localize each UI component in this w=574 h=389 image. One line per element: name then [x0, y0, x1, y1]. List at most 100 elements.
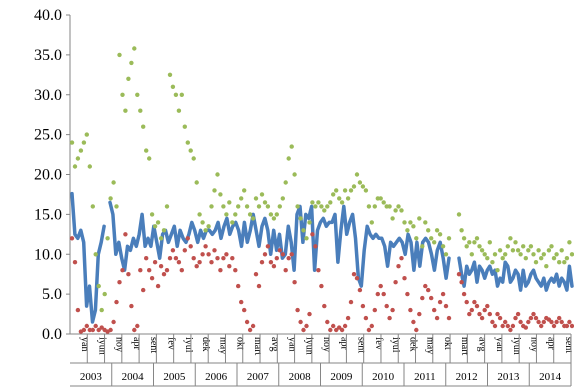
data-point	[72, 260, 78, 265]
data-point	[521, 244, 526, 249]
data-point	[265, 244, 271, 249]
data-point	[138, 268, 143, 273]
data-point	[185, 236, 190, 241]
data-point	[360, 303, 366, 309]
data-point	[256, 283, 262, 289]
data-point	[500, 256, 505, 261]
data-point	[420, 295, 425, 301]
data-point	[250, 323, 256, 329]
data-point	[467, 311, 472, 317]
data-point	[393, 280, 398, 285]
data-point	[342, 188, 348, 193]
data-point	[111, 319, 116, 325]
data-point	[549, 319, 554, 325]
x-tick-label: okt	[442, 337, 453, 350]
data-point	[274, 212, 279, 217]
data-point	[322, 303, 327, 309]
data-point	[417, 311, 422, 317]
data-point	[536, 319, 541, 325]
data-point	[206, 224, 211, 229]
data-point	[161, 272, 167, 277]
data-point	[562, 260, 567, 265]
x-tick-label: apr	[546, 337, 557, 350]
data-point	[482, 307, 487, 313]
data-point	[239, 299, 244, 305]
x-tick-label: yan	[286, 337, 297, 351]
x-tick-label: iyun	[511, 337, 522, 355]
data-point	[434, 315, 440, 321]
data-point	[126, 76, 131, 82]
data-point	[334, 188, 339, 193]
data-point	[212, 188, 217, 193]
data-point	[508, 236, 513, 241]
data-point	[443, 303, 449, 309]
data-point	[310, 232, 315, 237]
x-tick-label: dek	[407, 337, 418, 351]
data-point	[117, 52, 122, 58]
data-point	[482, 252, 487, 257]
data-point	[487, 311, 492, 317]
y-tick-label: 10.0	[34, 246, 62, 263]
data-point	[259, 192, 265, 197]
data-point	[490, 260, 495, 265]
data-point	[432, 307, 437, 313]
year-label: 2005	[163, 371, 186, 383]
data-point	[271, 264, 277, 269]
data-point	[307, 220, 312, 225]
data-point	[152, 260, 158, 265]
x-tick-label: sent	[563, 337, 574, 353]
data-point	[337, 196, 342, 201]
data-point	[503, 252, 508, 257]
data-point	[310, 200, 315, 205]
data-point	[176, 260, 182, 265]
data-point	[69, 236, 75, 241]
x-tick-label: iyun	[96, 337, 107, 355]
data-point	[129, 303, 134, 309]
data-point	[490, 319, 495, 325]
data-point	[259, 260, 265, 265]
x-tick-label: sent	[356, 337, 367, 353]
data-point	[164, 268, 170, 273]
year-label: 2007	[247, 371, 270, 383]
x-tick-label: sent	[148, 337, 159, 353]
data-point	[474, 236, 480, 241]
data-point	[372, 307, 377, 313]
data-point	[203, 228, 208, 233]
data-point	[564, 323, 570, 329]
data-point	[173, 92, 179, 98]
data-point	[244, 319, 250, 325]
data-point	[357, 180, 363, 185]
data-point	[456, 272, 462, 277]
x-tick-label: yan	[79, 337, 90, 351]
data-point	[239, 196, 244, 201]
data-point	[209, 204, 214, 209]
year-label: 2003	[80, 371, 103, 383]
data-point	[197, 212, 202, 217]
data-point	[526, 319, 531, 325]
series-group	[69, 46, 574, 334]
x-tick-label: noy	[321, 337, 332, 352]
data-point	[93, 323, 98, 329]
data-point	[197, 260, 202, 265]
data-point	[203, 244, 208, 249]
data-point	[492, 252, 498, 257]
data-point	[227, 200, 232, 205]
data-point	[87, 164, 93, 169]
data-point	[551, 323, 557, 329]
data-point	[188, 148, 193, 153]
data-point	[179, 92, 184, 98]
data-point	[96, 283, 101, 289]
data-point	[218, 268, 223, 273]
data-point	[554, 319, 559, 325]
series-line	[70, 191, 451, 324]
data-point	[477, 311, 482, 317]
data-point	[544, 264, 549, 269]
data-point	[528, 315, 534, 321]
data-point	[132, 327, 137, 333]
data-point	[313, 204, 318, 209]
data-point	[536, 248, 541, 253]
data-point	[301, 228, 306, 233]
data-point	[366, 327, 372, 333]
data-point	[286, 156, 291, 161]
data-point	[325, 319, 330, 325]
